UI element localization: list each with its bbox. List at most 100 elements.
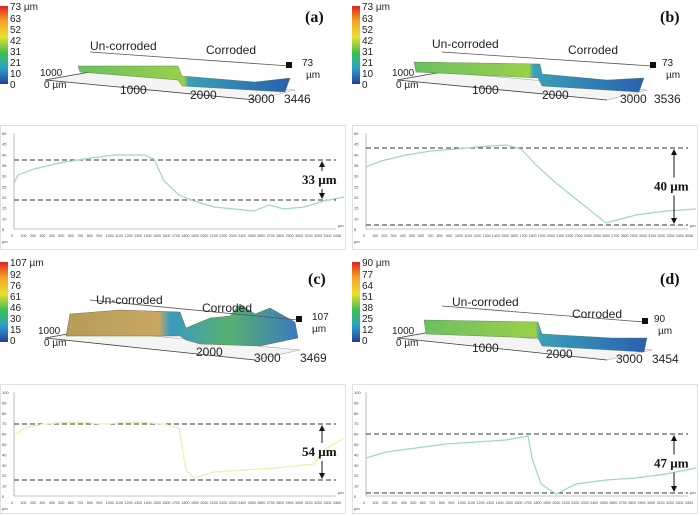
scale-tick: 21 [362,58,374,69]
profile-x-tick: 1500 [153,501,161,505]
scale-tick: 15 [10,325,22,336]
profile-x-tick: 1900 [538,234,546,238]
profile-y-tick: 20 [354,195,359,200]
arrow-up-head [319,161,325,167]
profile-x-unit: µm [338,490,344,495]
x-axis-tick: 1000 [120,83,147,97]
profile-y-tick: 45 [354,142,359,147]
profile-frame [0,125,346,250]
scale-tick: 10 [10,69,22,80]
profile-x-tick: 2000 [200,234,208,238]
scale-tick: 63 [10,14,22,25]
arrow-up-head [671,435,677,441]
profile-x-tick: 200 [381,234,387,238]
y-axis-label: 1000 [392,68,415,79]
x-axis-tick: 3000 [620,92,647,106]
profile-y-tick: 80 [2,411,7,416]
profile-y-tick: 45 [2,142,7,147]
profile-x-tick: 500 [58,234,64,238]
profile-y-tick: 40 [354,152,359,157]
profile-x-tick: 1200 [473,234,481,238]
label-uncorroded: Un-corroded [90,39,157,53]
profile-x-tick: 1600 [515,501,523,505]
profile-x-tick: 2700 [267,501,275,505]
profile-y-tick: 20 [354,473,359,478]
profile-x-tick: 300 [391,501,397,505]
panel-b-3d-svg: 73 µm 63 52 42 31 21 10 0 Un-corroded Co… [352,2,681,106]
x-axis-tick: 2000 [190,88,217,102]
profile-x-tick: 2300 [229,501,237,505]
scale-tick: 10 [362,69,374,80]
x-axis-line [44,79,256,101]
profile-x-tick: 1400 [144,234,152,238]
profile-y-tick: 15 [2,206,7,211]
profile-y-tick: 35 [354,163,359,168]
profile-x-tick: 3000 [295,234,303,238]
profile-x-tick: 600 [68,234,74,238]
profile-x-tick: 2800 [276,234,284,238]
origin-label: 0 µm [396,338,418,349]
color-scale-bar [0,262,8,342]
profile-x-tick: 2700 [267,234,275,238]
profile-x-tick: 3536 [685,234,693,238]
scale-tick: 64 [362,281,374,292]
arrow-up-head [319,425,325,431]
profile-y-tick: 30 [2,174,7,179]
profile-x-tick: 800 [437,234,443,238]
scale-tick: 63 [362,14,374,25]
color-scale-bar [0,6,8,84]
label-corroded: Corroded [568,43,618,57]
profile-y-tick: 100 [354,390,361,395]
profile-x-tick: 1900 [191,501,199,505]
profile-x-tick: 900 [96,234,102,238]
x-axis-line [396,79,608,101]
panel-letter: (d) [660,271,680,288]
profile-x-tick: 700 [429,501,435,505]
scale-tick: 51 [362,292,374,303]
scale-tick: 52 [362,25,374,36]
height-marker [296,316,302,322]
scale-tick: 21 [10,58,22,69]
profile-x-tick: 800 [439,501,445,505]
depth-label: 33 µm [302,172,337,187]
profile-x-tick: 3400 [676,234,684,238]
height-unit: µm [312,324,326,335]
profile-y-tick: 40 [354,452,359,457]
scale-tick: 0 [362,336,368,347]
color-scale-bar [352,262,360,342]
profile-x-tick: 200 [30,501,36,505]
profile-y-tick: 10 [2,484,7,489]
scale-tick: 92 [10,270,22,281]
height-line [441,305,645,323]
profile-y-tick: 0 [354,494,357,499]
panel-letter: (b) [660,9,680,26]
profile-x-tick: 1200 [477,501,485,505]
surface-3d [77,65,291,93]
profile-y-tick: 5 [2,227,5,232]
profile-x-tick: 2500 [600,501,608,505]
scale-tick: 61 [10,292,22,303]
profile-x-tick: 2100 [562,501,570,505]
profile-x-tick: 2400 [584,234,592,238]
label-uncorroded: Un-corroded [432,37,499,51]
scale-tick: 42 [10,36,22,47]
profile-x-tick: 800 [87,501,93,505]
profile-x-tick: 2800 [276,501,284,505]
scale-tick: 12 [362,325,374,336]
profile-y-tick: 40 [2,452,7,457]
profile-x-tick: 2100 [210,501,218,505]
height-value: 73 [662,58,674,69]
profile-x-tick: 1100 [115,234,123,238]
profile-x-tick: 1700 [519,234,527,238]
profile-x-tick: 300 [391,234,397,238]
surface-3d [413,61,645,93]
profile-x-unit: µm [690,490,696,495]
profile-x-tick: 400 [400,234,406,238]
profile-x-tick: 0 [363,234,365,238]
profile-a: 50 45 40 35 30 25 20 15 10 5 0 100 200 300 400 500 600 70… [0,125,346,250]
scale-tick: 0 [10,336,16,347]
profile-x-tick: 3200 [657,234,665,238]
profile-x-tick: 500 [409,234,415,238]
